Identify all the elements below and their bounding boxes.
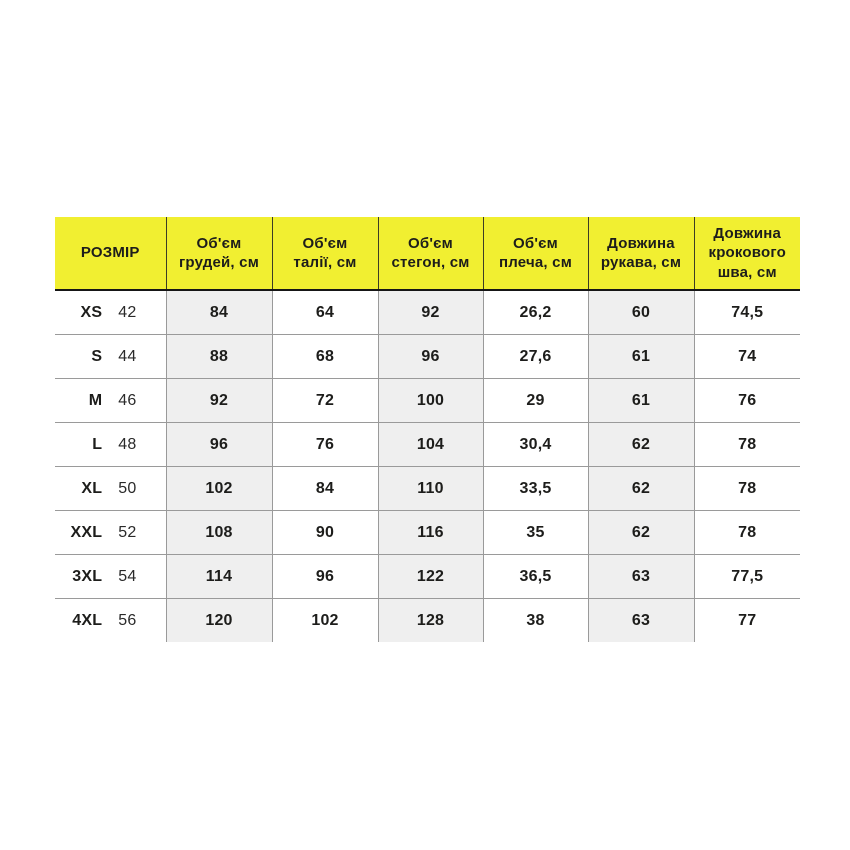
size-number: 50 — [118, 479, 137, 497]
value-cell: 62 — [588, 466, 695, 511]
value-cell: 76 — [694, 378, 800, 423]
header-size: РОЗМІР — [55, 217, 167, 291]
table-row: 3XL 54 114 96 122 36,5 63 77,5 — [55, 554, 800, 599]
value-cell: 108 — [166, 510, 273, 555]
header-shoulder: Об'єм плеча, см — [483, 217, 589, 291]
value-cell: 74,5 — [694, 290, 800, 335]
table-row: XXL 52 108 90 116 35 62 78 — [55, 510, 800, 555]
value-cell: 78 — [694, 422, 800, 467]
value-cell: 100 — [378, 378, 484, 423]
value-cell: 27,6 — [483, 334, 589, 379]
table-row: 4XL 56 120 102 128 38 63 77 — [55, 598, 800, 642]
size-cell: S 44 — [55, 334, 167, 379]
value-cell: 96 — [378, 334, 484, 379]
header-sleeve-length: Довжина рукава, см — [588, 217, 695, 291]
value-cell: 61 — [588, 378, 695, 423]
value-cell: 74 — [694, 334, 800, 379]
table-row: L 48 96 76 104 30,4 62 78 — [55, 422, 800, 467]
size-number: 48 — [118, 435, 137, 453]
size-number: 42 — [118, 303, 137, 321]
size-number: 54 — [118, 567, 137, 585]
value-cell: 29 — [483, 378, 589, 423]
size-letter: S — [91, 347, 103, 365]
size-cell: 4XL 56 — [55, 598, 167, 642]
value-cell: 122 — [378, 554, 484, 599]
value-cell: 102 — [166, 466, 273, 511]
value-cell: 92 — [166, 378, 273, 423]
size-cell: XS 42 — [55, 290, 167, 335]
table-body: XS 42 84 64 92 26,2 60 74,5 S 44 88 68 96 27,6 61 74 M 46… — [55, 290, 800, 642]
value-cell: 84 — [272, 466, 379, 511]
table-header: РОЗМІР Об'єм грудей, см Об'єм талії, см … — [55, 217, 800, 291]
value-cell: 30,4 — [483, 422, 589, 467]
value-cell: 26,2 — [483, 290, 589, 335]
value-cell: 63 — [588, 554, 695, 599]
value-cell: 33,5 — [483, 466, 589, 511]
value-cell: 68 — [272, 334, 379, 379]
value-cell: 36,5 — [483, 554, 589, 599]
table-row: S 44 88 68 96 27,6 61 74 — [55, 334, 800, 379]
size-letter: L — [92, 435, 103, 453]
size-cell: M 46 — [55, 378, 167, 423]
size-cell: XL 50 — [55, 466, 167, 511]
value-cell: 77,5 — [694, 554, 800, 599]
value-cell: 76 — [272, 422, 379, 467]
value-cell: 88 — [166, 334, 273, 379]
value-cell: 78 — [694, 466, 800, 511]
header-row: РОЗМІР Об'єм грудей, см Об'єм талії, см … — [55, 217, 800, 291]
size-letter: 4XL — [72, 611, 103, 629]
size-number: 46 — [118, 391, 137, 409]
size-cell: XXL 52 — [55, 510, 167, 555]
header-waist: Об'єм талії, см — [272, 217, 379, 291]
table-row: XS 42 84 64 92 26,2 60 74,5 — [55, 290, 800, 335]
size-letter: XL — [81, 479, 103, 497]
value-cell: 62 — [588, 510, 695, 555]
size-number: 56 — [118, 611, 137, 629]
size-letter: M — [88, 391, 103, 409]
value-cell: 38 — [483, 598, 589, 642]
value-cell: 63 — [588, 598, 695, 642]
value-cell: 77 — [738, 611, 757, 629]
header-hips: Об'єм стегон, см — [378, 217, 484, 291]
size-chart-table: РОЗМІР Об'єм грудей, см Об'єм талії, см … — [55, 217, 800, 642]
value-cell: 96 — [272, 554, 379, 599]
value-cell: 114 — [166, 554, 273, 599]
value-cell: 64 — [272, 290, 379, 335]
value-cell: 92 — [378, 290, 484, 335]
value-cell: 78 — [694, 510, 800, 555]
value-cell: 61 — [588, 334, 695, 379]
value-cell: 35 — [483, 510, 589, 555]
value-cell: 104 — [378, 422, 484, 467]
value-cell: 102 — [272, 598, 379, 642]
value-cell: 120 — [166, 598, 273, 642]
header-chest: Об'єм грудей, см — [166, 217, 273, 291]
value-cell: 72 — [272, 378, 379, 423]
table-row: M 46 92 72 100 29 61 76 — [55, 378, 800, 423]
size-letter: XS — [80, 303, 103, 321]
size-letter: 3XL — [72, 567, 103, 585]
value-cell: 90 — [272, 510, 379, 555]
value-cell: 128 — [378, 598, 484, 642]
size-number: 52 — [118, 523, 137, 541]
value-cell: 84 — [166, 290, 273, 335]
value-cell: 96 — [166, 422, 273, 467]
value-cell: 116 — [378, 510, 484, 555]
value-cell: 110 — [378, 466, 484, 511]
header-inseam-length: Довжина крокового шва, см — [694, 217, 800, 291]
table-row: XL 50 102 84 110 33,5 62 78 — [55, 466, 800, 511]
size-letter: XXL — [70, 523, 103, 541]
value-cell: 60 — [588, 290, 695, 335]
size-number: 44 — [118, 347, 137, 365]
value-cell: 62 — [588, 422, 695, 467]
size-cell: 3XL 54 — [55, 554, 167, 599]
size-cell: L 48 — [55, 422, 167, 467]
